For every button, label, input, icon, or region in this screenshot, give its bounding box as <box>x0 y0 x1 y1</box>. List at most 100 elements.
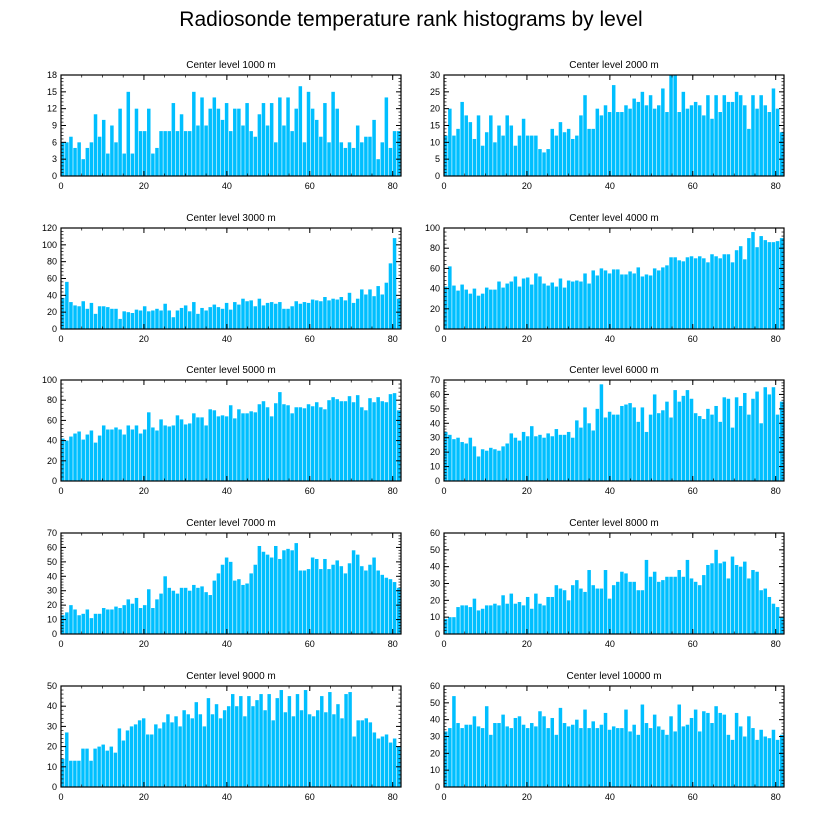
histogram-bar <box>616 269 620 329</box>
histogram-bar <box>249 573 253 634</box>
histogram-bar <box>738 566 743 634</box>
histogram-bar <box>235 706 239 787</box>
histogram-bar <box>525 728 530 787</box>
histogram-bar <box>767 596 772 634</box>
histogram-bar <box>517 602 522 634</box>
y-tick-label: 10 <box>430 612 440 622</box>
x-tick-label: 60 <box>688 486 698 496</box>
histogram-bar <box>278 97 282 176</box>
histogram-bar <box>534 273 538 329</box>
histogram-bar <box>286 97 290 176</box>
histogram-bar <box>657 105 661 176</box>
histogram-bar <box>167 426 172 481</box>
histogram-bar <box>730 556 735 634</box>
histogram-bar <box>562 723 567 787</box>
histogram-bar <box>546 596 550 634</box>
histogram-bar <box>81 439 85 481</box>
x-tick-label: 80 <box>771 639 781 649</box>
histogram-bar <box>484 706 489 787</box>
histogram-bar <box>472 138 477 176</box>
histogram-bar <box>505 115 509 176</box>
panel-title: Center level 9000 m <box>186 671 276 682</box>
x-tick-label: 0 <box>441 334 446 344</box>
histogram-bar <box>392 131 397 176</box>
histogram-bar <box>251 706 255 787</box>
histogram-bar <box>380 142 385 176</box>
y-tick-label: 40 <box>430 715 440 725</box>
histogram-bar <box>212 304 217 329</box>
histogram-bar <box>105 750 109 787</box>
histogram-bar <box>644 274 649 329</box>
histogram-bar <box>525 436 530 481</box>
histogram-bar <box>493 142 497 176</box>
histogram-bar <box>261 103 266 176</box>
histogram-bar <box>509 593 514 634</box>
histogram-bar <box>579 427 583 481</box>
x-tick-label: 60 <box>688 792 698 802</box>
histogram-bar <box>476 456 481 481</box>
histogram-bar <box>212 97 217 176</box>
histogram-bar <box>509 281 514 329</box>
histogram-bar <box>275 698 279 787</box>
y-tick-label: 50 <box>47 681 57 691</box>
histogram-bar <box>554 429 559 481</box>
histogram-bar <box>603 570 608 634</box>
histogram-bar <box>599 384 604 481</box>
histogram-bar <box>324 712 328 787</box>
y-tick-label: 3 <box>52 154 57 164</box>
histogram-bar <box>652 268 657 329</box>
histogram-bar <box>681 91 686 176</box>
histogram-bar <box>497 605 501 634</box>
histogram-bar <box>734 564 739 634</box>
x-tick-label: 80 <box>388 792 398 802</box>
histogram-bar <box>259 694 263 787</box>
histogram-bar <box>93 613 98 634</box>
histogram-bar <box>730 101 735 176</box>
histogram-bar <box>200 97 204 176</box>
histogram-bar <box>714 95 718 176</box>
histogram-bar <box>155 430 159 481</box>
histogram-bar <box>101 306 106 329</box>
x-tick-label: 40 <box>605 486 615 496</box>
histogram-bar <box>714 405 718 481</box>
histogram-bar <box>314 558 319 634</box>
histogram-bar <box>689 398 694 481</box>
histogram-bar <box>204 425 208 481</box>
histogram-bar <box>456 290 460 329</box>
histogram-bar <box>657 581 661 634</box>
histogram-bar <box>558 278 563 329</box>
x-tick-label: 20 <box>139 181 149 191</box>
histogram-bar <box>595 588 600 634</box>
histogram-bar <box>661 580 665 634</box>
histogram-bar <box>669 576 673 634</box>
histogram-bar <box>501 595 505 634</box>
y-tick-label: 60 <box>47 542 57 552</box>
histogram-bar <box>93 313 98 329</box>
panel-title: Center level 1000 m <box>186 60 276 71</box>
x-tick-label: 20 <box>522 792 532 802</box>
histogram-bar <box>448 728 452 787</box>
histogram-bar <box>620 571 624 634</box>
histogram-bar <box>283 712 288 787</box>
y-tick-label: 50 <box>47 557 57 567</box>
histogram-bar <box>472 716 477 787</box>
histogram-panel-1: Center level 1000 m 0 3 6 9 12 15 18 0 20 40 60 80 <box>47 60 402 191</box>
histogram-bar <box>220 308 225 329</box>
histogram-bar <box>525 135 530 176</box>
x-tick-label: 60 <box>305 181 315 191</box>
histogram-bar <box>747 578 751 634</box>
histogram-bar <box>282 404 286 481</box>
histogram-bar <box>468 122 473 176</box>
histogram-bar <box>751 728 755 787</box>
histogram-bar <box>187 423 192 481</box>
histogram-bar <box>196 417 200 481</box>
histogram-bar <box>147 589 151 634</box>
x-tick-label: 20 <box>139 792 149 802</box>
histogram-bar <box>224 302 229 329</box>
histogram-bar <box>673 257 677 329</box>
histogram-bar <box>677 260 681 329</box>
histogram-bar <box>323 297 327 329</box>
histogram-bar <box>228 131 233 176</box>
histogram-bar <box>93 442 98 481</box>
histogram-bar <box>65 440 69 481</box>
